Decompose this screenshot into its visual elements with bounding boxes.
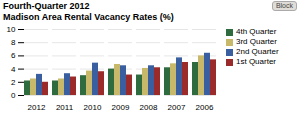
svg-text:10: 10 <box>7 25 16 34</box>
svg-text:2006: 2006 <box>196 103 214 111</box>
html-text:Block: Block <box>275 2 293 9</box>
svg-text:6: 6 <box>11 51 16 60</box>
svg-text:2011: 2011 <box>56 103 74 111</box>
html-text:Fourth-Quarter 2012: Fourth-Quarter 2012 <box>3 0 90 11</box>
svg-text:8: 8 <box>11 38 16 47</box>
svg-text:2007: 2007 <box>168 103 186 111</box>
svg-text:2012: 2012 <box>28 103 46 111</box>
svg-text:0: 0 <box>11 91 16 100</box>
html-text:4th Quarter: 4th Quarter <box>236 27 277 36</box>
svg-text:2: 2 <box>11 78 16 87</box>
svg-text:2009: 2009 <box>112 103 130 111</box>
svg-text:4: 4 <box>11 65 16 74</box>
html-text:1st Quarter: 1st Quarter <box>236 57 276 66</box>
html-text:Madison Area Rental Vacancy Ra: Madison Area Rental Vacancy Rates (%) <box>3 12 174 22</box>
svg-text:2010: 2010 <box>84 103 102 111</box>
html-text:2nd Quarter: 2nd Quarter <box>236 47 279 56</box>
html-text:3rd Quarter: 3rd Quarter <box>236 37 277 46</box>
svg-text:2008: 2008 <box>140 103 158 111</box>
